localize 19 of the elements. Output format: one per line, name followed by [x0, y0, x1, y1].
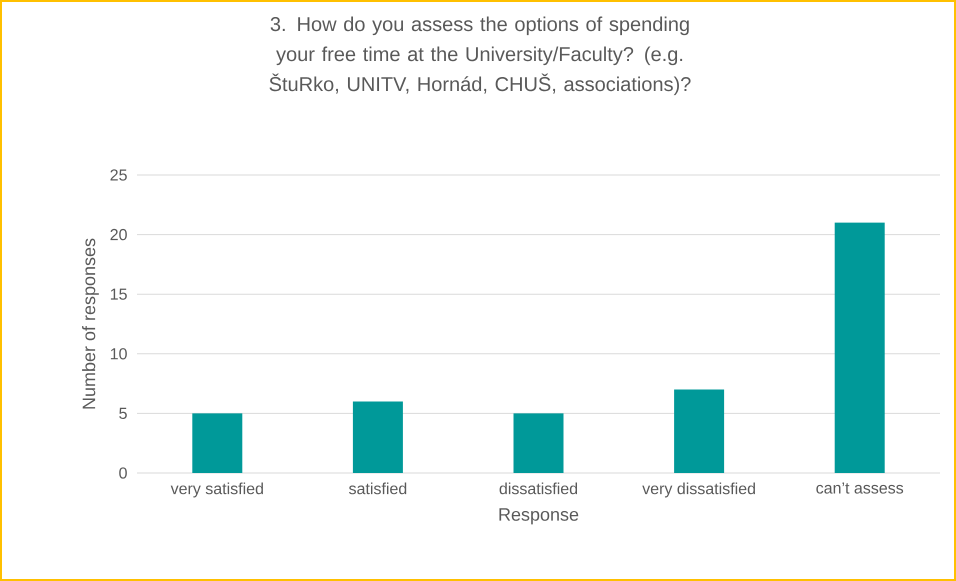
x-tick-label: satisfied: [349, 482, 406, 494]
y-tick-label: 5: [119, 408, 127, 419]
bar: [514, 413, 564, 473]
y-tick-label: 20: [110, 228, 127, 240]
x-tick-label: can’t assess: [816, 482, 904, 494]
y-tick-label: 0: [119, 467, 127, 479]
bar: [674, 390, 724, 473]
bar: [834, 222, 885, 473]
bar: [352, 401, 403, 473]
x-axis-title: Response: [499, 508, 578, 524]
y-tick-label: 15: [110, 288, 127, 300]
x-tick-label: very dissatisfied: [642, 482, 755, 498]
x-tick-label: very satisfied: [170, 482, 263, 498]
bar: [192, 413, 242, 473]
y-tick-label: 10: [110, 348, 127, 360]
chart-title: 3. How do you assess the options of spending your free time at the University/Faculty? (e.g. ŠtuRko, UNITV, Hornád, CHUŠ, associations)?: [270, 16, 691, 96]
y-tick-label: 25: [110, 169, 127, 181]
x-tick-label: dissatisfied: [500, 482, 578, 494]
y-axis-title: Number of responses: [82, 238, 99, 409]
